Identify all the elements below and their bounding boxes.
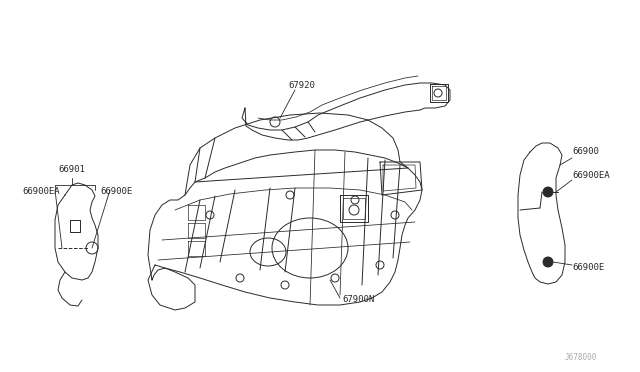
Text: 66900E: 66900E [100, 187, 132, 196]
Text: 66900EA: 66900EA [22, 187, 60, 196]
Text: J678000: J678000 [565, 353, 597, 362]
Text: 66900EA: 66900EA [572, 170, 610, 180]
Text: 66900: 66900 [572, 148, 599, 157]
Text: 66900E: 66900E [572, 263, 604, 273]
Circle shape [543, 187, 553, 197]
Text: 67920: 67920 [288, 80, 315, 90]
Text: 66901: 66901 [58, 166, 85, 174]
Circle shape [543, 257, 553, 267]
Text: 67900N: 67900N [342, 295, 374, 305]
